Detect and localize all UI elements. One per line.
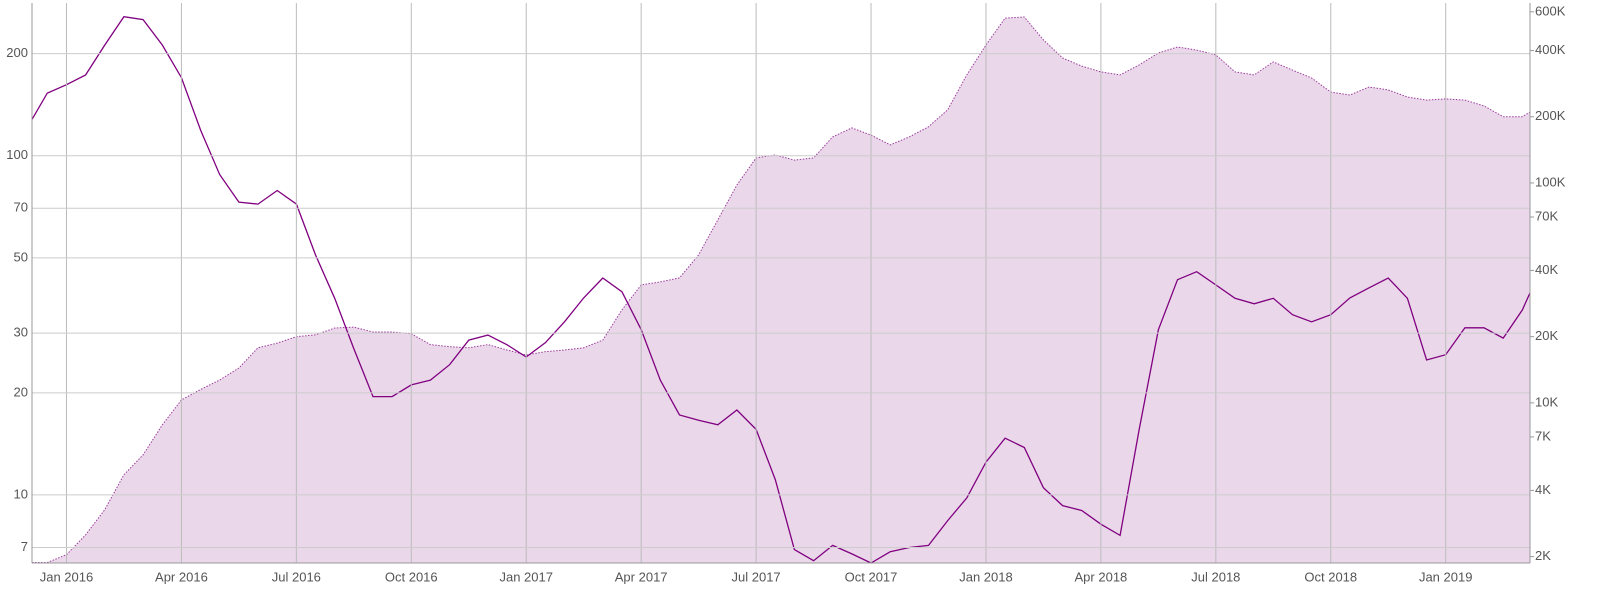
x-tick-label: Jan 2019: [1419, 569, 1473, 584]
area: [32, 17, 1530, 563]
x-tick-label: Jul 2017: [732, 569, 781, 584]
x-tick-label: Jan 2018: [959, 569, 1013, 584]
y-tick-label: 100: [6, 147, 28, 162]
y-tick-label: 30: [14, 325, 28, 340]
y2-tick-label: 600K: [1535, 3, 1566, 18]
y2-tick-label: 4K: [1535, 482, 1551, 497]
y-tick-label: 20: [14, 384, 28, 399]
x-tick-label: Apr 2016: [155, 569, 208, 584]
x-tick-label: Apr 2018: [1075, 569, 1128, 584]
x-tick-label: Jul 2018: [1191, 569, 1240, 584]
y2-tick-label: 70K: [1535, 208, 1558, 223]
y2-tick-label: 400K: [1535, 42, 1566, 57]
series: [31, 15, 1531, 564]
y2-tick-label: 100K: [1535, 174, 1566, 189]
x-tick-label: Oct 2017: [845, 569, 898, 584]
y-tick-label: 70: [14, 200, 28, 215]
y-tick-label: 50: [14, 249, 28, 264]
x-tick-label: Jan 2016: [40, 569, 94, 584]
x-tick-label: Oct 2016: [385, 569, 438, 584]
x-tick-label: Apr 2017: [615, 569, 668, 584]
x-tick-label: Jan 2017: [499, 569, 553, 584]
y2-tick-label: 200K: [1535, 108, 1566, 123]
x-tick-label: Jul 2016: [272, 569, 321, 584]
y2-tick-label: 7K: [1535, 428, 1551, 443]
y-tick-label: 10: [14, 486, 28, 501]
y2-tick-label: 10K: [1535, 394, 1558, 409]
grid: [31, 3, 1534, 564]
area-edge: [32, 16, 1531, 563]
line: [31, 15, 1531, 564]
y-tick-label: 200: [6, 45, 28, 60]
x-tick-label: Oct 2018: [1304, 569, 1357, 584]
y2-tick-label: 40K: [1535, 262, 1558, 277]
y2-tick-label: 2K: [1535, 548, 1551, 563]
y-tick-label: 7: [21, 539, 28, 554]
y2-tick-label: 20K: [1535, 328, 1558, 343]
